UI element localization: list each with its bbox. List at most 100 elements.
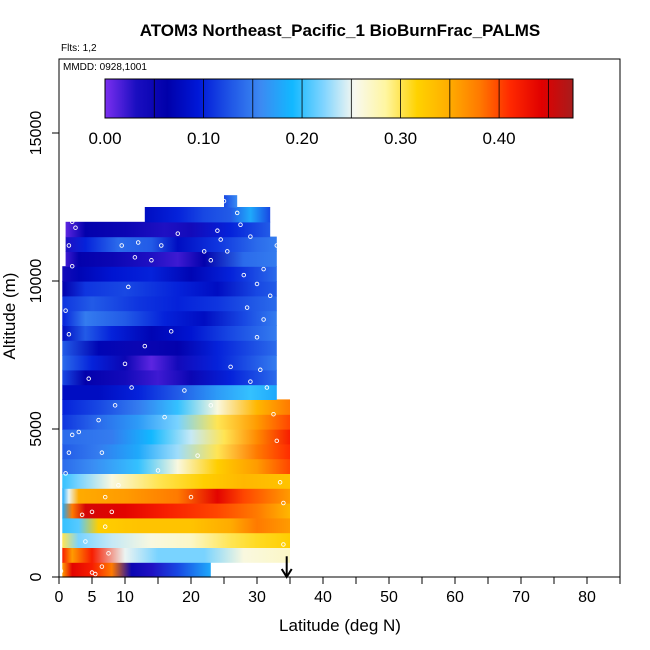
sample-point: [258, 367, 263, 373]
sample-point: [267, 293, 273, 299]
sample-point: [248, 379, 253, 384]
heat-bin: [62, 429, 290, 445]
sample-point: [254, 334, 260, 340]
heat-bin: [62, 547, 290, 563]
x-tick-label: 5: [88, 589, 97, 606]
sample-point: [116, 482, 121, 488]
y-tick-label: 0: [28, 572, 45, 581]
plot-frame: [58, 58, 621, 578]
sample-point: [135, 240, 141, 245]
sample-point: [96, 417, 101, 423]
colorbar-tick-label: 0.40: [483, 129, 516, 148]
sample-point: [93, 571, 98, 577]
sample-point: [271, 411, 276, 417]
sample-point: [274, 243, 280, 248]
sample-point: [149, 258, 154, 263]
heat-bin: [62, 503, 290, 519]
sample-point: [126, 284, 131, 290]
sample-point: [106, 551, 111, 556]
sample-point: [188, 494, 194, 500]
sample-point: [89, 509, 95, 515]
sample-point: [129, 385, 134, 390]
x-tick-label: 60: [446, 589, 464, 606]
sample-point: [102, 494, 108, 500]
date-note: MMDD: 0928,1001: [63, 62, 147, 73]
sample-point: [225, 249, 230, 254]
sample-point: [281, 542, 286, 547]
heat-bin: [62, 488, 290, 504]
sample-point: [241, 272, 247, 278]
sample-point: [69, 219, 75, 225]
sample-point: [63, 308, 68, 313]
sample-point: [244, 305, 250, 310]
sample-point: [159, 243, 164, 248]
y-axis-title: Altitude (m): [0, 273, 19, 360]
sample-point: [234, 210, 240, 216]
sample-point: [132, 255, 138, 260]
sample-point: [162, 414, 167, 420]
sample-point: [112, 403, 118, 408]
heat-bin: [62, 369, 277, 386]
sample-point: [86, 376, 91, 381]
arrow-head: [280, 568, 293, 579]
x-tick-label: 40: [314, 589, 332, 606]
sample-point: [63, 471, 68, 476]
sample-point: [122, 361, 128, 367]
sample-point: [182, 388, 187, 393]
sample-point: [119, 243, 124, 248]
x-tick-label: 0: [55, 589, 64, 606]
heat-bin: [62, 399, 290, 415]
x-tick-label: 20: [182, 589, 200, 606]
heat-bins: [62, 195, 290, 578]
sample-point: [261, 317, 266, 322]
x-axis: 0 5 10 20 30 40 50 60 70 80: [55, 577, 621, 606]
sample-point: [73, 225, 78, 230]
sample-point: [99, 450, 105, 455]
y-tick-label: 15000: [28, 111, 45, 156]
sample-point: [99, 564, 105, 569]
arrow-marker: [280, 556, 293, 579]
x-tick-label: 30: [248, 589, 266, 606]
heat-bin: [144, 207, 271, 223]
sample-point: [208, 403, 214, 408]
chart-title: ATOM3 Northeast_Pacific_1 BioBurnFrac_PA…: [140, 21, 541, 40]
heat-bin: [62, 281, 277, 297]
heat-bin: [62, 340, 277, 356]
sample-points: [58, 198, 286, 577]
sample-point: [248, 234, 253, 239]
sample-point: [238, 222, 243, 228]
colorbar: 0.00 0.10 0.20 0.30 0.40: [88, 78, 574, 148]
sample-point: [277, 480, 283, 485]
heat-bin: [65, 236, 277, 252]
heat-bin: [62, 517, 290, 534]
x-axis-title: Latitude (deg N): [279, 616, 401, 635]
sample-point: [221, 198, 227, 204]
colorbar-tick-label: 0.20: [286, 129, 319, 148]
sample-point: [271, 219, 276, 225]
sample-point: [175, 231, 181, 236]
colorbar-gradient: [104, 78, 574, 119]
y-tick-label: 5000: [28, 411, 45, 447]
heat-bin: [62, 562, 211, 578]
heat-bin: [65, 251, 277, 267]
x-tick-label: 80: [578, 589, 596, 606]
sample-point: [79, 512, 85, 518]
heat-bin: [62, 458, 290, 474]
sample-point: [66, 243, 72, 248]
heat-bin: [62, 266, 277, 282]
sample-point: [58, 568, 64, 574]
heat-bin: [62, 414, 290, 430]
heat-bin: [62, 384, 277, 400]
colorbar-tick-label: 0.10: [187, 129, 220, 148]
sample-point: [215, 228, 220, 233]
y-axis: 0 5000 10000 15000: [28, 111, 59, 581]
y-tick-label: 10000: [28, 259, 45, 304]
sample-point: [218, 237, 223, 242]
sample-point: [168, 329, 174, 334]
sample-point: [208, 258, 214, 263]
heat-bin: [62, 295, 277, 312]
heat-bin: [62, 310, 277, 326]
sample-point: [142, 343, 148, 349]
sample-point: [274, 438, 280, 444]
